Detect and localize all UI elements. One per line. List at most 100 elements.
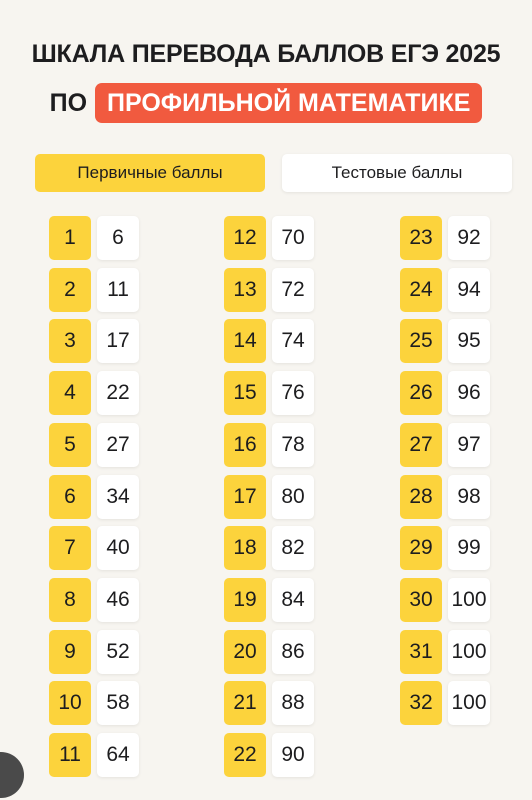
primary-score: 22 xyxy=(224,733,266,777)
test-score: 96 xyxy=(448,371,490,415)
score-row: 2 11 xyxy=(49,268,139,312)
primary-score: 29 xyxy=(400,526,442,570)
primary-score: 4 xyxy=(49,371,91,415)
primary-score: 9 xyxy=(49,630,91,674)
primary-score: 30 xyxy=(400,578,442,622)
score-row: 23 92 xyxy=(400,216,490,260)
test-score: 100 xyxy=(448,578,490,622)
test-score: 92 xyxy=(448,216,490,260)
subtitle-highlight: ПРОФИЛЬНОЙ МАТЕМАТИКЕ xyxy=(95,83,483,123)
primary-score: 5 xyxy=(49,423,91,467)
primary-score: 23 xyxy=(400,216,442,260)
test-score: 76 xyxy=(272,371,314,415)
primary-score: 12 xyxy=(224,216,266,260)
test-score: 80 xyxy=(272,475,314,519)
score-row: 9 52 xyxy=(49,630,139,674)
score-row: 19 84 xyxy=(224,578,314,622)
primary-score: 16 xyxy=(224,423,266,467)
test-score: 27 xyxy=(97,423,139,467)
test-score: 22 xyxy=(97,371,139,415)
primary-score: 21 xyxy=(224,681,266,725)
score-row: 31 100 xyxy=(400,630,490,674)
score-row: 21 88 xyxy=(224,681,314,725)
test-score: 88 xyxy=(272,681,314,725)
score-row: 30 100 xyxy=(400,578,490,622)
score-row: 22 90 xyxy=(224,733,314,777)
test-score: 17 xyxy=(97,319,139,363)
primary-score: 3 xyxy=(49,319,91,363)
score-row: 4 22 xyxy=(49,371,139,415)
primary-score: 13 xyxy=(224,268,266,312)
score-row: 26 96 xyxy=(400,371,490,415)
primary-score: 6 xyxy=(49,475,91,519)
score-row: 11 64 xyxy=(49,733,139,777)
page-subtitle: ПО ПРОФИЛЬНОЙ МАТЕМАТИКЕ xyxy=(0,83,532,123)
primary-score: 17 xyxy=(224,475,266,519)
score-row: 13 72 xyxy=(224,268,314,312)
primary-score: 1 xyxy=(49,216,91,260)
test-score: 40 xyxy=(97,526,139,570)
primary-score: 11 xyxy=(49,733,91,777)
page-title: ШКАЛА ПЕРЕВОДА БАЛЛОВ ЕГЭ 2025 xyxy=(31,40,501,68)
primary-score: 7 xyxy=(49,526,91,570)
score-row: 17 80 xyxy=(224,475,314,519)
test-score: 82 xyxy=(272,526,314,570)
score-row: 7 40 xyxy=(49,526,139,570)
primary-score: 18 xyxy=(224,526,266,570)
primary-score: 20 xyxy=(224,630,266,674)
test-score: 95 xyxy=(448,319,490,363)
test-score: 98 xyxy=(448,475,490,519)
primary-score: 19 xyxy=(224,578,266,622)
test-score: 6 xyxy=(97,216,139,260)
score-row: 27 97 xyxy=(400,423,490,467)
primary-score: 26 xyxy=(400,371,442,415)
test-score: 90 xyxy=(272,733,314,777)
primary-score: 32 xyxy=(400,681,442,725)
test-score: 100 xyxy=(448,681,490,725)
score-row: 6 34 xyxy=(49,475,139,519)
test-score: 58 xyxy=(97,681,139,725)
primary-score: 28 xyxy=(400,475,442,519)
test-score: 99 xyxy=(448,526,490,570)
primary-score: 24 xyxy=(400,268,442,312)
test-score: 78 xyxy=(272,423,314,467)
primary-score: 10 xyxy=(49,681,91,725)
score-row: 3 17 xyxy=(49,319,139,363)
test-score: 52 xyxy=(97,630,139,674)
test-score: 86 xyxy=(272,630,314,674)
test-score: 72 xyxy=(272,268,314,312)
test-score: 74 xyxy=(272,319,314,363)
score-row: 14 74 xyxy=(224,319,314,363)
test-score: 100 xyxy=(448,630,490,674)
test-score: 84 xyxy=(272,578,314,622)
subtitle-prefix: ПО xyxy=(49,88,88,117)
test-score: 34 xyxy=(97,475,139,519)
primary-score: 15 xyxy=(224,371,266,415)
primary-score: 14 xyxy=(224,319,266,363)
score-row: 16 78 xyxy=(224,423,314,467)
legend-primary-scores: Первичные баллы xyxy=(35,154,265,192)
test-score: 70 xyxy=(272,216,314,260)
score-row: 28 98 xyxy=(400,475,490,519)
primary-score: 8 xyxy=(49,578,91,622)
primary-score: 27 xyxy=(400,423,442,467)
test-score: 64 xyxy=(97,733,139,777)
score-row: 20 86 xyxy=(224,630,314,674)
test-score: 11 xyxy=(97,268,139,312)
score-row: 32 100 xyxy=(400,681,490,725)
score-row: 8 46 xyxy=(49,578,139,622)
score-row: 12 70 xyxy=(224,216,314,260)
legend-test-scores: Тестовые баллы xyxy=(282,154,512,192)
score-row: 18 82 xyxy=(224,526,314,570)
corner-circle-icon xyxy=(0,752,24,798)
score-row: 25 95 xyxy=(400,319,490,363)
primary-score: 25 xyxy=(400,319,442,363)
score-row: 10 58 xyxy=(49,681,139,725)
primary-score: 31 xyxy=(400,630,442,674)
score-row: 24 94 xyxy=(400,268,490,312)
test-score: 97 xyxy=(448,423,490,467)
test-score: 94 xyxy=(448,268,490,312)
primary-score: 2 xyxy=(49,268,91,312)
score-row: 29 99 xyxy=(400,526,490,570)
